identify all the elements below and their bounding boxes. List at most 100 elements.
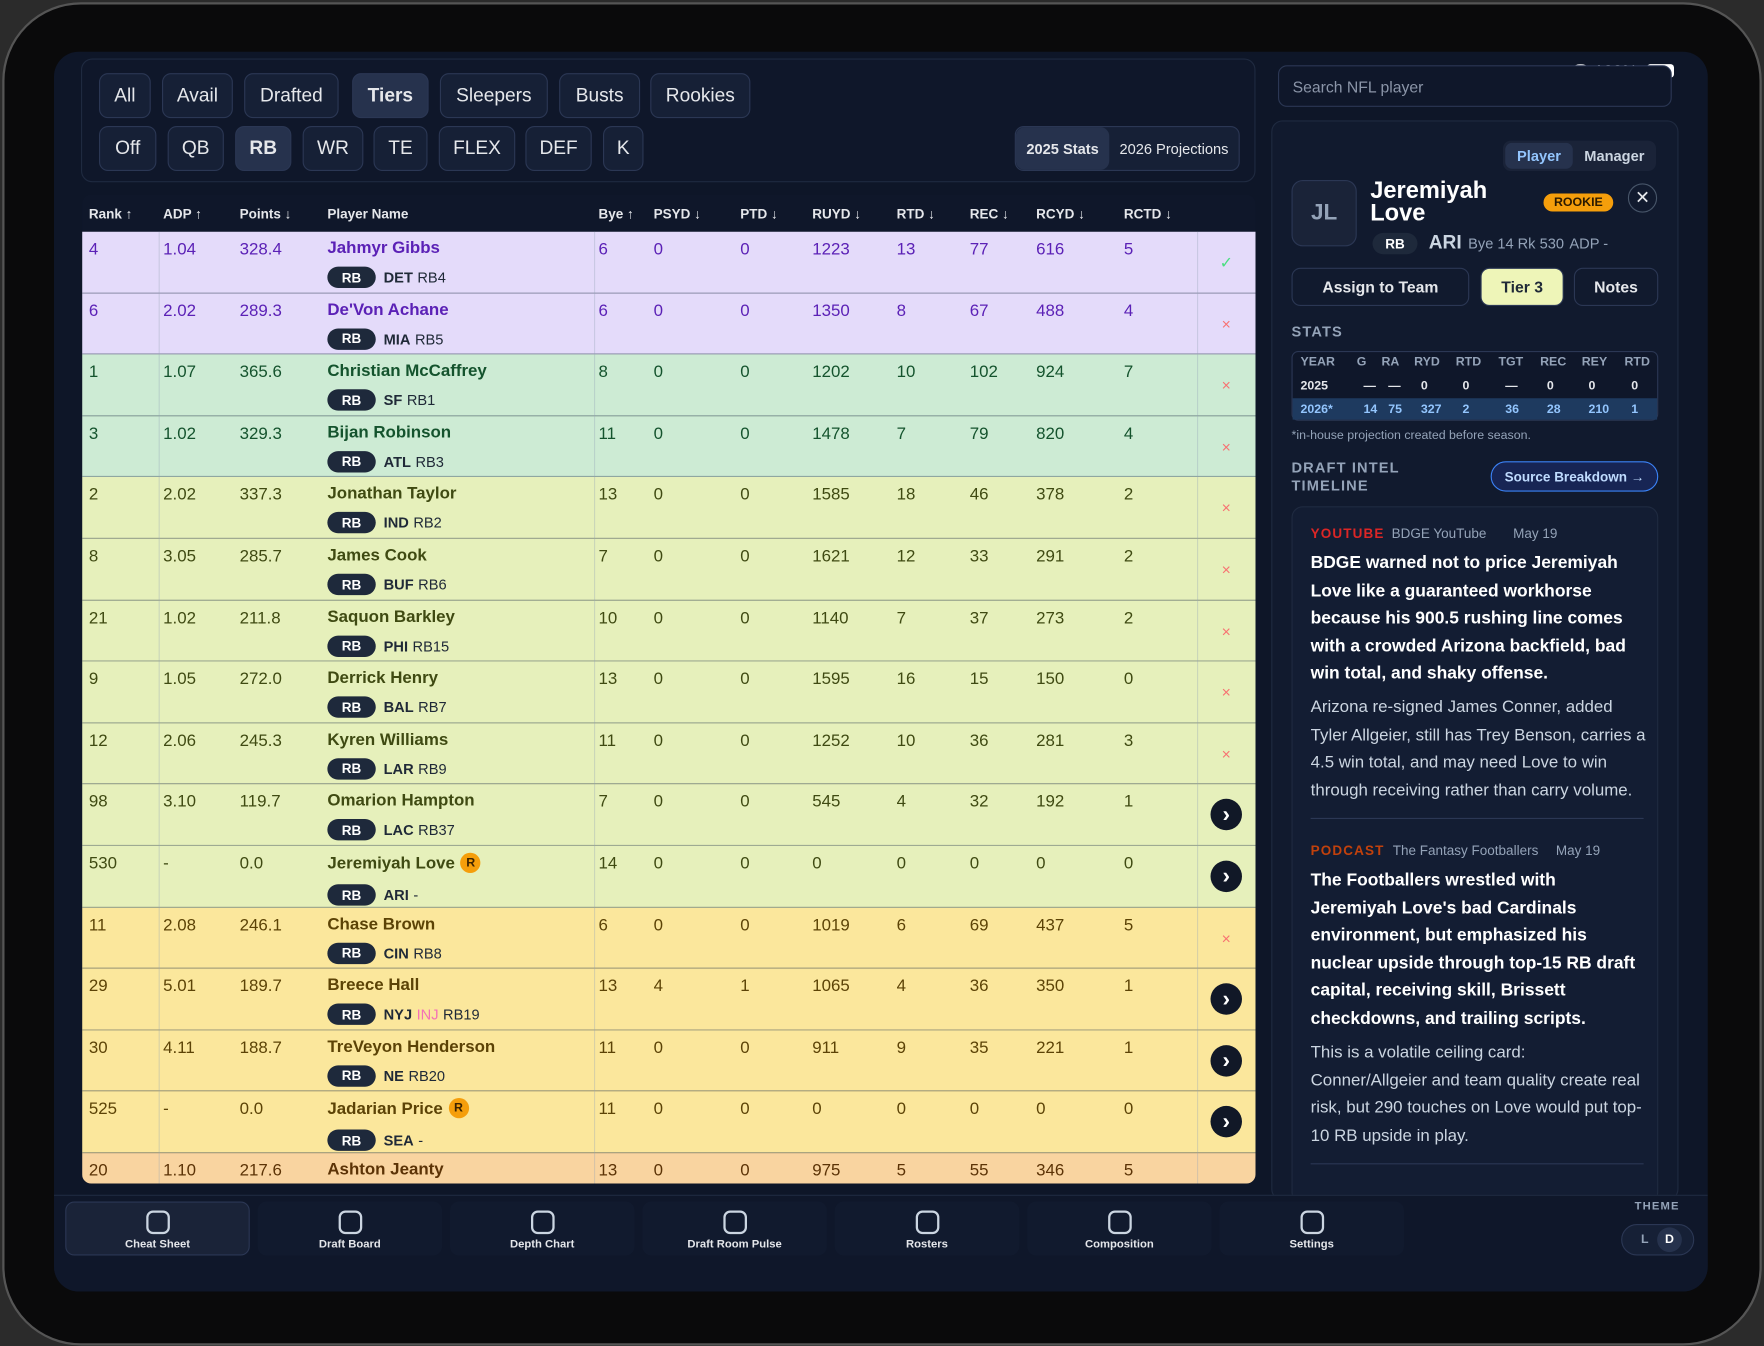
team-line-team: MIA <box>383 330 411 348</box>
cell-points: 272.0 <box>239 669 282 689</box>
position-pill: RB <box>327 635 376 657</box>
column-header[interactable]: RCYD ↓ <box>1036 205 1085 222</box>
cell-adp: 3.10 <box>163 792 196 812</box>
column-header[interactable]: ADP ↑ <box>163 205 202 222</box>
filter-tab[interactable]: Drafted <box>244 73 339 119</box>
theme-option[interactable]: D <box>1657 1227 1682 1253</box>
row-action[interactable]: × <box>1221 314 1231 333</box>
row-action[interactable]: × <box>1221 744 1231 763</box>
panel-button[interactable]: Notes <box>1573 267 1659 306</box>
filter-tab[interactable]: Tiers <box>352 73 429 119</box>
player-name: Jeremiyah Love R <box>327 852 481 873</box>
row-action[interactable]: × <box>1221 560 1231 579</box>
column-header[interactable]: RUYD ↓ <box>812 205 862 222</box>
table-row[interactable]: 98 3.10 119.7 7 0 0 545 4 32 192 1 Omarion Hampton R… <box>82 784 1256 846</box>
table-row[interactable]: 1 1.07 365.6 8 0 0 1202 10 102 924 7 Christian McCa… <box>82 354 1256 417</box>
filter-tab[interactable]: All <box>99 73 151 119</box>
table-row[interactable]: 29 5.01 189.7 13 4 1 1065 4 36 350 1 Breece Hall RB N… <box>82 968 1256 1031</box>
column-header[interactable]: Player Name <box>327 205 409 222</box>
table-row[interactable]: 20 1.10 217.6 13 0 0 975 5 55 346 5 Ashton Jeanty <box>82 1153 1256 1184</box>
table-row[interactable]: 30 4.11 188.7 11 0 0 911 9 35 221 1 TreVeyon Hender… <box>82 1030 1256 1092</box>
table-row[interactable]: 12 2.06 245.3 11 0 0 1252 10 36 281 3 Kyren William… <box>82 723 1256 785</box>
search-box[interactable]: Search NFL player <box>1278 65 1672 107</box>
cell-rank: 29 <box>88 976 108 996</box>
position-pill: RB <box>327 266 376 288</box>
stat-toggle-option[interactable]: 2026 Projections <box>1119 140 1229 157</box>
column-header[interactable]: RCTD ↓ <box>1123 205 1172 222</box>
table-row[interactable]: 525-0.0 11 0 0 0 0 0 0 0 Jadarian Price R RB SEA - › <box>82 1091 1256 1154</box>
column-header[interactable]: PSYD ↓ <box>653 205 701 222</box>
row-action[interactable]: × <box>1221 375 1231 394</box>
cell-bye: 13 <box>598 669 618 689</box>
column-header[interactable]: RTD ↓ <box>896 205 935 222</box>
player-name: Christian McCaffrey <box>327 361 486 380</box>
row-action[interactable]: × <box>1221 437 1231 456</box>
cell-bye: 11 <box>598 423 617 444</box>
panel-button[interactable]: Assign to Team <box>1291 267 1470 306</box>
cell-ptd: 1 <box>740 976 750 996</box>
panel-button[interactable]: Tier 3 <box>1480 267 1564 306</box>
nav-label: Cheat Sheet <box>124 1238 191 1251</box>
position-tab[interactable]: QB <box>167 126 224 171</box>
row-action[interactable]: × <box>1221 928 1231 947</box>
filter-tab[interactable]: Rookies <box>650 73 751 119</box>
row-action[interactable]: ✓ <box>1219 252 1233 271</box>
cell-rctd: 1 <box>1123 792 1134 812</box>
column-header[interactable]: Bye ↑ <box>598 205 634 222</box>
column-divider <box>1197 661 1199 724</box>
team-line-pos-rank: - <box>413 886 419 904</box>
cell-rcyd: 0 <box>1036 853 1046 873</box>
cell-ptd: 0 <box>740 792 750 812</box>
filter-tab[interactable]: Sleepers <box>439 73 548 119</box>
row-action[interactable]: × <box>1221 498 1231 517</box>
row-action[interactable]: × <box>1221 621 1231 640</box>
team-line-pos-rank: RB19 <box>443 1005 480 1023</box>
intel-date: May 19 <box>1513 525 1558 542</box>
source-button[interactable]: Source Breakdown → <box>1490 461 1659 492</box>
position-tab[interactable]: WR <box>302 126 364 171</box>
cell-adp: 3.05 <box>163 546 196 566</box>
column-header[interactable]: PTD ↓ <box>740 205 778 222</box>
row-action[interactable]: › <box>1210 860 1242 893</box>
table-row[interactable]: 2 2.02 337.3 13 0 0 1585 18 46 378 2 Jonathan Taylo… <box>82 477 1256 539</box>
cell-ptd: 0 <box>740 546 750 566</box>
row-action[interactable]: › <box>1210 1044 1242 1077</box>
intel-body: Arizona re-signed James Conner, added Ty… <box>1310 697 1646 800</box>
table-row[interactable]: 4 1.04 328.4 6 0 0 1223 13 77 616 5 Jahmyr Gibbs RB D… <box>82 231 1256 294</box>
position-tab[interactable]: DEF <box>525 126 592 171</box>
theme-option[interactable]: L <box>1640 1233 1649 1247</box>
panel-tab[interactable]: Player <box>1505 142 1573 169</box>
row-action[interactable]: › <box>1210 1106 1242 1138</box>
intel-outlet: BDGE YouTube <box>1391 525 1487 542</box>
column-divider <box>1197 538 1199 601</box>
filter-tab[interactable]: Busts <box>559 73 641 119</box>
stat-toggle-option[interactable]: 2025 Stats <box>1015 127 1110 170</box>
table-row[interactable]: 6 2.02 289.3 6 0 0 1350 8 67 488 4 De'Von Achane RB M… <box>82 293 1256 355</box>
table-row[interactable]: 21 1.02 211.8 10 0 0 1140 7 37 273 2 Saquon Barkley… <box>82 600 1256 662</box>
column-header[interactable]: Rank ↑ <box>88 205 133 222</box>
table-row[interactable]: 9 1.05 272.0 13 0 0 1595 16 15 150 0 Derrick Henry R… <box>82 661 1256 724</box>
stats-cell: — <box>1388 379 1401 393</box>
stats-cell: — <box>1363 379 1376 393</box>
position-tab[interactable]: FLEX <box>438 126 516 171</box>
table-row[interactable]: 3 1.02 329.3 11 0 0 1478 7 79 820 4 Bijan Robinson R… <box>82 416 1256 478</box>
row-action[interactable]: › <box>1210 799 1242 831</box>
position-pill: RB <box>327 942 376 964</box>
position-tab[interactable]: K <box>603 126 644 171</box>
row-action[interactable]: › <box>1210 983 1242 1015</box>
team-line: LAR RB9 <box>384 760 447 777</box>
row-action[interactable]: × <box>1221 683 1231 702</box>
bye: Bye 14 <box>1468 235 1514 252</box>
close-button[interactable]: ✕ <box>1627 183 1658 213</box>
table-row[interactable]: 11 2.08 246.1 6 0 0 1019 6 69 437 5 Chase Brown RB CI… <box>82 907 1256 969</box>
column-header[interactable]: Points ↓ <box>239 205 292 222</box>
cell-ptd: 0 <box>740 669 750 689</box>
position-tab[interactable]: TE <box>373 126 428 171</box>
table-row[interactable]: 8 3.05 285.7 7 0 0 1621 12 33 291 2 James Cook RB BUF… <box>82 538 1256 601</box>
position-tab[interactable]: RB <box>235 126 292 171</box>
table-row[interactable]: 530-0.0 14 0 0 0 0 0 0 0 Jeremiyah Love R RB ARI - › <box>82 846 1256 908</box>
filter-tab[interactable]: Avail <box>162 73 233 119</box>
column-header[interactable]: REC ↓ <box>969 205 1009 222</box>
position-tab[interactable]: Off <box>99 126 157 171</box>
panel-tab[interactable]: Manager <box>1584 147 1645 165</box>
